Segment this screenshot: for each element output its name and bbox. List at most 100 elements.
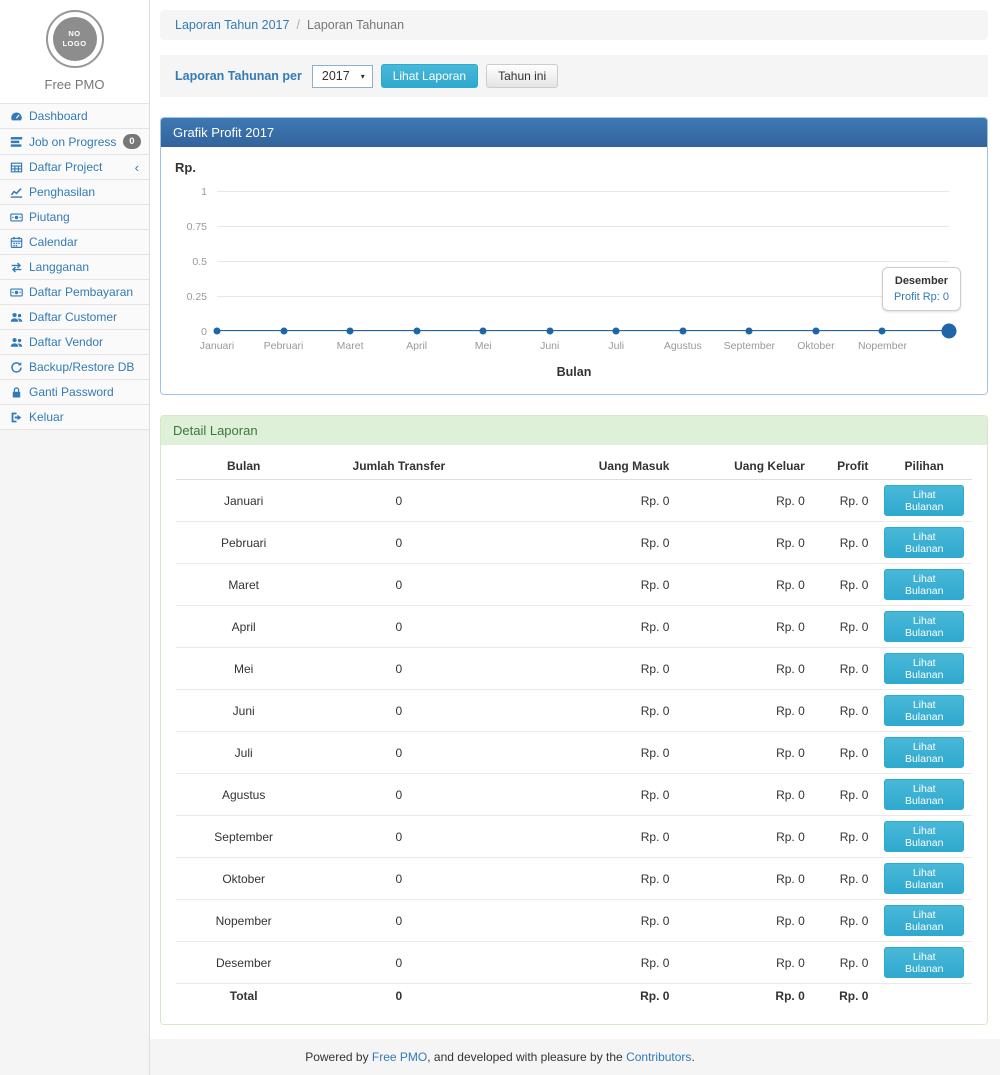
data-point-agustus[interactable]: [679, 328, 686, 335]
breadcrumb-link[interactable]: Laporan Tahun 2017: [175, 18, 289, 32]
app-logo: NO LOGO: [46, 10, 104, 68]
cell-jumlah-transfer: 0: [311, 648, 486, 690]
cell-profit: Rp. 0: [813, 648, 877, 690]
col-header-bulan: Bulan: [176, 453, 311, 480]
cell-uang-keluar: Rp. 0: [677, 732, 812, 774]
cell-uang-masuk: Rp. 0: [486, 690, 677, 732]
sidebar-item-label: Piutang: [29, 210, 141, 224]
sidebar-item-label: Backup/Restore DB: [29, 360, 141, 374]
cell-pilihan: Lihat Bulanan: [876, 732, 972, 774]
sign-out-icon: [9, 411, 23, 424]
data-point-januari[interactable]: [214, 328, 221, 335]
dashboard-icon: [9, 110, 23, 123]
sidebar-item-backup-restore-db[interactable]: Backup/Restore DB: [0, 355, 149, 380]
sidebar-item-penghasilan[interactable]: Penghasilan: [0, 180, 149, 205]
col-header-pilihan: Pilihan: [876, 453, 972, 480]
sidebar-item-dashboard[interactable]: Dashboard: [0, 104, 149, 129]
cell-uang-keluar: Rp. 0: [677, 606, 812, 648]
col-header-profit: Profit: [813, 453, 877, 480]
cell-pilihan: Lihat Bulanan: [876, 690, 972, 732]
sidebar-item-daftar-customer[interactable]: Daftar Customer: [0, 305, 149, 330]
sidebar-item-label: Daftar Pembayaran: [29, 285, 141, 299]
data-point-oktober[interactable]: [812, 328, 819, 335]
sidebar-item-label: Dashboard: [29, 109, 141, 123]
lihat-bulanan-button[interactable]: Lihat Bulanan: [884, 863, 964, 894]
lihat-bulanan-button[interactable]: Lihat Bulanan: [884, 821, 964, 852]
sidebar-item-daftar-project[interactable]: Daftar Project‹: [0, 155, 149, 180]
lihat-bulanan-button[interactable]: Lihat Bulanan: [884, 737, 964, 768]
this-year-button[interactable]: Tahun ini: [486, 64, 558, 88]
data-point-juni[interactable]: [546, 328, 553, 335]
lihat-bulanan-button[interactable]: Lihat Bulanan: [884, 485, 964, 516]
x-tick-label: September: [724, 340, 775, 352]
profit-chart-panel: Grafik Profit 2017 Rp. 10.750.50.250 Jan…: [160, 117, 988, 395]
lihat-bulanan-button[interactable]: Lihat Bulanan: [884, 905, 964, 936]
cell-bulan: Pebruari: [176, 522, 311, 564]
data-point-juli[interactable]: [613, 328, 620, 335]
sidebar-item-label: Langganan: [29, 260, 141, 274]
table-row-oktober: Oktober0Rp. 0Rp. 0Rp. 0Lihat Bulanan: [176, 858, 972, 900]
cell-jumlah-transfer: 0: [311, 606, 486, 648]
data-point-september[interactable]: [746, 328, 753, 335]
cell-uang-masuk: Rp. 0: [486, 522, 677, 564]
lihat-bulanan-button[interactable]: Lihat Bulanan: [884, 695, 964, 726]
sidebar-item-piutang[interactable]: Piutang: [0, 205, 149, 230]
sidebar-item-daftar-pembayaran[interactable]: Daftar Pembayaran: [0, 280, 149, 305]
detail-body: Bulan Jumlah Transfer Uang Masuk Uang Ke…: [161, 445, 987, 1024]
cell-pilihan: Lihat Bulanan: [876, 942, 972, 984]
sidebar-item-job-on-progress[interactable]: Job on Progress0: [0, 129, 149, 155]
y-tick-label: 0.5: [192, 256, 207, 268]
lihat-bulanan-button[interactable]: Lihat Bulanan: [884, 779, 964, 810]
data-point-desember[interactable]: [942, 324, 957, 339]
cell-profit: Rp. 0: [813, 858, 877, 900]
cell-bulan: April: [176, 606, 311, 648]
cell-bulan: Mei: [176, 648, 311, 690]
data-point-nopember[interactable]: [879, 328, 886, 335]
gridline: 0: [217, 331, 949, 332]
total-empty-cell: [876, 984, 972, 1009]
year-select[interactable]: 2017 ▾: [312, 65, 373, 88]
data-point-mei[interactable]: [480, 328, 487, 335]
data-point-maret[interactable]: [347, 328, 354, 335]
lihat-bulanan-button[interactable]: Lihat Bulanan: [884, 653, 964, 684]
footer-link-contributors[interactable]: Contributors: [626, 1050, 691, 1064]
cell-profit: Rp. 0: [813, 942, 877, 984]
sidebar-item-calendar[interactable]: Calendar: [0, 230, 149, 255]
count-badge: 0: [123, 134, 141, 149]
footer-link-free-pmo[interactable]: Free PMO: [372, 1050, 427, 1064]
view-report-button[interactable]: Lihat Laporan: [381, 64, 478, 88]
cell-jumlah-transfer: 0: [311, 774, 486, 816]
sidebar-item-ganti-password[interactable]: Ganti Password: [0, 380, 149, 405]
cell-uang-masuk: Rp. 0: [486, 858, 677, 900]
x-tick-label: Nopember: [858, 340, 907, 352]
sidebar-item-langganan[interactable]: Langganan: [0, 255, 149, 280]
cell-profit: Rp. 0: [813, 480, 877, 522]
cell-profit: Rp. 0: [813, 522, 877, 564]
footer-text-middle: , and developed with pleasure by the: [427, 1050, 626, 1064]
chart-body: Rp. 10.750.50.250 JanuariPebruariMaretAp…: [161, 147, 987, 394]
sidebar-item-keluar[interactable]: Keluar: [0, 405, 149, 430]
table-row-juni: Juni0Rp. 0Rp. 0Rp. 0Lihat Bulanan: [176, 690, 972, 732]
total-profit: Rp. 0: [813, 984, 877, 1009]
tooltip-value: Profit Rp: 0: [894, 291, 949, 303]
data-point-april[interactable]: [413, 328, 420, 335]
lihat-bulanan-button[interactable]: Lihat Bulanan: [884, 947, 964, 978]
lihat-bulanan-button[interactable]: Lihat Bulanan: [884, 611, 964, 642]
detail-report-panel: Detail Laporan Bulan Jumlah Transfer Uan…: [160, 415, 988, 1025]
cell-pilihan: Lihat Bulanan: [876, 648, 972, 690]
cell-uang-keluar: Rp. 0: [677, 690, 812, 732]
gridline: 0.25: [217, 296, 949, 297]
cell-uang-keluar: Rp. 0: [677, 522, 812, 564]
cell-uang-keluar: Rp. 0: [677, 648, 812, 690]
cell-profit: Rp. 0: [813, 732, 877, 774]
report-toolbar: Laporan Tahunan per 2017 ▾ Lihat Laporan…: [160, 55, 988, 97]
lihat-bulanan-button[interactable]: Lihat Bulanan: [884, 527, 964, 558]
lihat-bulanan-button[interactable]: Lihat Bulanan: [884, 569, 964, 600]
x-tick-label: Juli: [608, 340, 624, 352]
data-point-pebruari[interactable]: [280, 328, 287, 335]
sidebar-item-daftar-vendor[interactable]: Daftar Vendor: [0, 330, 149, 355]
x-tick-label: April: [406, 340, 427, 352]
cell-jumlah-transfer: 0: [311, 900, 486, 942]
cell-bulan: Maret: [176, 564, 311, 606]
table-row-april: April0Rp. 0Rp. 0Rp. 0Lihat Bulanan: [176, 606, 972, 648]
